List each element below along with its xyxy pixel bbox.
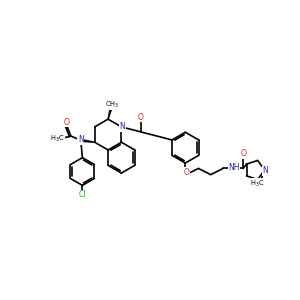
Text: Cl: Cl (79, 190, 86, 199)
Text: H$_3$C: H$_3$C (50, 134, 64, 144)
Text: N: N (262, 166, 268, 175)
Text: H$_3$C: H$_3$C (250, 179, 264, 189)
Text: O: O (63, 118, 69, 127)
Polygon shape (83, 140, 95, 142)
Text: O: O (138, 113, 144, 122)
Text: N: N (120, 122, 125, 131)
Text: CH$_3$: CH$_3$ (105, 100, 119, 110)
Text: O: O (183, 168, 189, 177)
Text: O: O (240, 149, 246, 158)
Text: N: N (78, 136, 84, 145)
Text: NH: NH (228, 163, 240, 172)
Polygon shape (108, 109, 112, 119)
